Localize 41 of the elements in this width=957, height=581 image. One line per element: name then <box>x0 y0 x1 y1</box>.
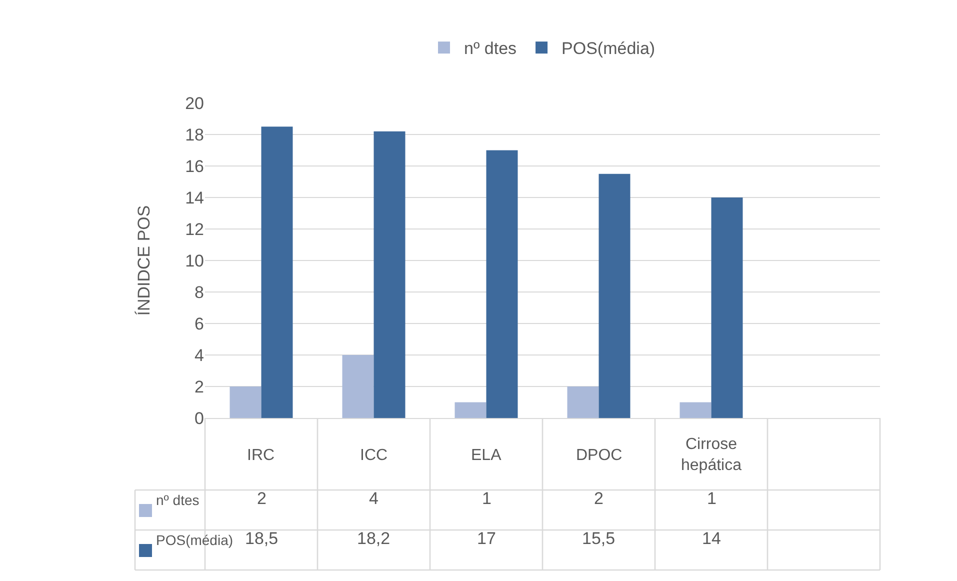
y-tick-label: 4 <box>194 346 204 365</box>
bar <box>711 198 743 418</box>
bar <box>230 386 262 418</box>
y-tick-label: 0 <box>194 408 204 428</box>
y-tick-label: 14 <box>185 188 204 208</box>
y-tick-label: 16 <box>185 156 204 176</box>
x-tick-label: DPOC <box>576 447 622 464</box>
bar <box>598 174 630 418</box>
data-label: 4 <box>369 489 378 508</box>
legend-label: nº dtes <box>464 39 517 58</box>
data-label: 2 <box>594 489 604 508</box>
bar <box>486 150 518 418</box>
bar <box>567 386 599 418</box>
data-label: 1 <box>707 489 716 508</box>
y-axis-title: ÍNDIDCE POS <box>134 205 154 316</box>
y-tick-label: 6 <box>194 314 204 334</box>
y-tick-label: 18 <box>185 125 204 144</box>
bar <box>454 402 486 418</box>
data-label: 17 <box>477 529 496 548</box>
bar <box>374 131 406 418</box>
x-tick-label: Cirrose hepática <box>681 436 742 474</box>
data-label: 15,5 <box>582 529 616 548</box>
data-label: 18,2 <box>357 529 390 548</box>
bar <box>261 126 293 418</box>
y-tick-label: 20 <box>185 94 204 113</box>
legend-label: POS(média) <box>562 39 656 58</box>
data-label: 14 <box>702 529 721 548</box>
x-tick-label: ICC <box>360 447 388 464</box>
x-tick-label: IRC <box>247 447 275 464</box>
text: POS(média) <box>156 532 234 548</box>
bar <box>342 355 374 418</box>
y-tick-label: 10 <box>185 251 204 270</box>
y-tick-label: 2 <box>194 377 204 396</box>
x-tick-label: ELA <box>471 447 502 464</box>
data-label: 1 <box>482 489 492 508</box>
text: nº dtes <box>156 492 200 508</box>
y-tick-label: 8 <box>194 282 204 302</box>
data-label: 2 <box>257 489 266 508</box>
y-tick-label: 12 <box>185 220 204 239</box>
data-label: 18,5 <box>245 529 278 548</box>
bar <box>680 402 712 418</box>
